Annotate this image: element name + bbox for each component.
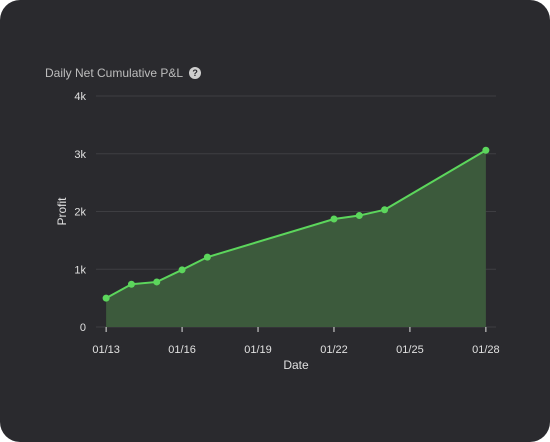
x-tick-label: 01/16 [168,344,196,356]
x-tick-label: 01/25 [396,344,424,356]
y-tick-label: 1k [74,264,86,276]
data-point [355,212,363,220]
x-tick-label: 01/19 [244,344,272,356]
y-tick-label: 2k [74,207,86,219]
area-fill [106,150,486,327]
data-point [102,294,110,302]
chart-title-row: Daily Net Cumulative P&L ? [45,66,202,80]
y-tick-label: 3k [74,149,86,161]
y-tick-label: 4k [74,91,86,103]
chart-title: Daily Net Cumulative P&L [45,66,184,80]
data-point [178,266,186,274]
data-point [482,146,490,154]
data-point [381,206,389,214]
y-tick-label: 0 [80,322,86,334]
x-tick-label: 01/28 [472,344,500,356]
data-point [203,253,211,261]
help-icon[interactable]: ? [189,67,202,79]
y-axis-label: Profit [55,197,69,226]
x-tick-label: 01/13 [92,344,120,356]
data-point [330,215,338,223]
x-tick-label: 01/22 [320,344,348,356]
data-point [153,278,161,286]
x-axis-label: Date [283,358,309,372]
data-point [127,280,135,288]
